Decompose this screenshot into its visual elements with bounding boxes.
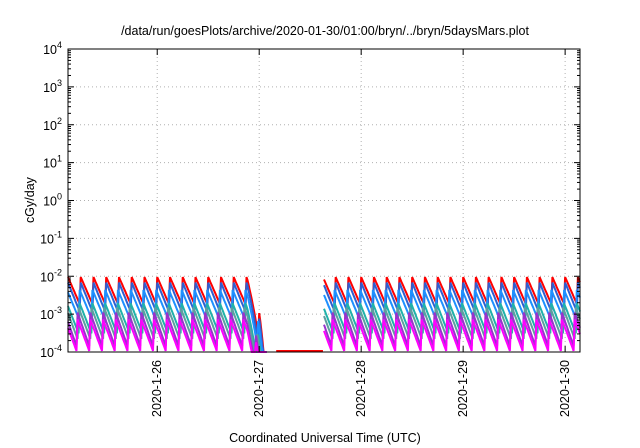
y-tick-labels: 10-4 10-3 10-2 10-1 100 101 102 103 104 — [40, 40, 62, 360]
chart-title: /data/run/goesPlots/archive/2020-01-30/0… — [121, 24, 529, 38]
x-tick-label: 2020-1-26 — [150, 360, 164, 417]
series-line — [323, 319, 581, 352]
y-tick-label: 103 — [43, 78, 62, 95]
x-tick-label: 2020-1-30 — [558, 360, 572, 417]
y-tick-label: 101 — [43, 154, 62, 171]
series-line — [323, 312, 581, 347]
x-tick-label: 2020-1-28 — [354, 360, 368, 417]
y-tick-label: 102 — [43, 116, 62, 133]
y-tick-label: 10-2 — [40, 267, 62, 284]
y-tick-label: 104 — [43, 40, 62, 57]
y-tick-label: 10-3 — [40, 305, 62, 322]
y-axis-label: cGy/day — [23, 176, 37, 223]
series-line — [323, 276, 581, 305]
y-tick-label: 10-1 — [40, 229, 62, 246]
series-line — [67, 319, 267, 353]
x-tick-label: 2020-1-27 — [252, 360, 266, 417]
series-line — [67, 312, 267, 353]
x-axis-label: Coordinated Universal Time (UTC) — [229, 431, 421, 445]
series-lines — [67, 276, 581, 353]
axis-ticks — [68, 48, 580, 353]
y-tick-label: 10-4 — [40, 343, 62, 360]
series-line — [67, 276, 267, 353]
x-tick-label: 2020-1-29 — [456, 360, 470, 417]
y-tick-label: 100 — [43, 192, 62, 209]
x-tick-labels: 2020-1-26 2020-1-27 2020-1-28 2020-1-29 2020… — [150, 360, 572, 417]
